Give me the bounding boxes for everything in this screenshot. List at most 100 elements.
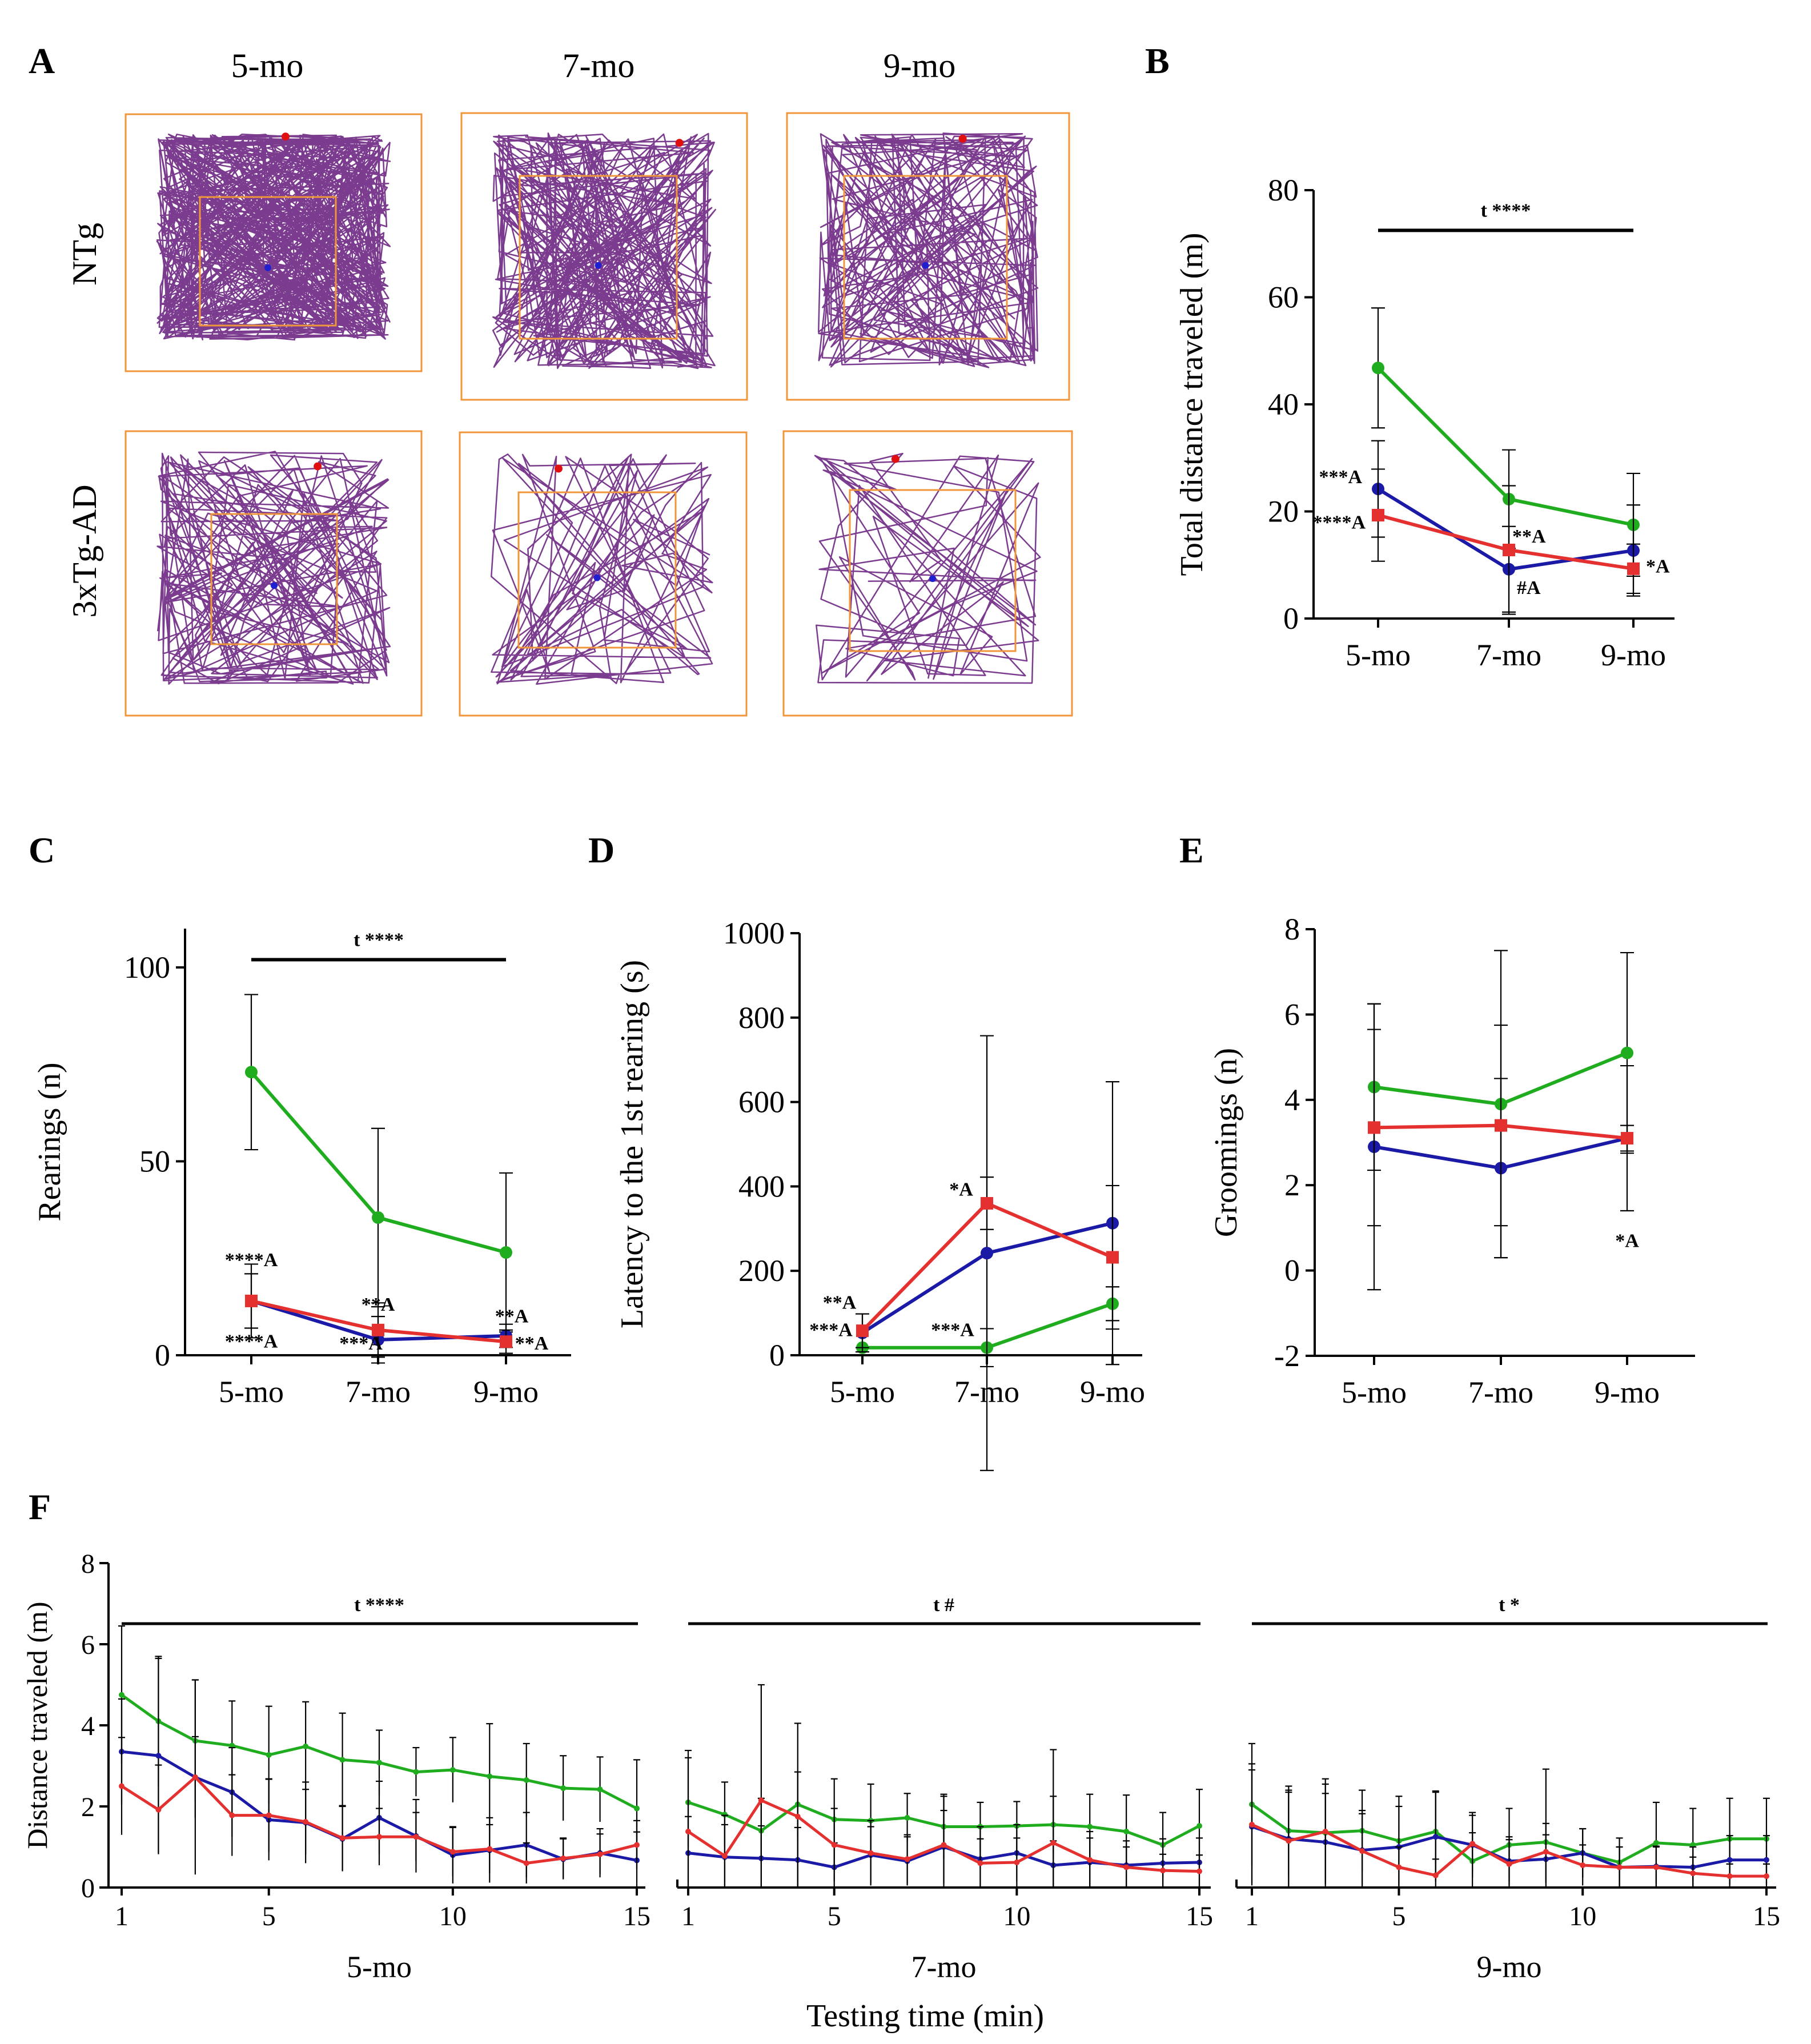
significance-label: ****A [225,1331,278,1352]
data-point [1653,1864,1659,1870]
panel-label-a: A [29,41,55,81]
y-tick-label: 0 [155,1338,170,1372]
panel-e-groomings-chart: -2 0 2 4 6 8 5-mo 7-mo 9-mo Groomings (n) *A [1208,912,1695,1409]
data-point [376,1834,382,1840]
data-point [1123,1829,1130,1835]
y-tick-label: 2 [81,1792,95,1822]
x-tick-label: 10 [439,1901,467,1931]
panel-label-b: B [1145,41,1170,81]
data-marker [372,1323,384,1336]
series-red [685,1684,1203,1888]
data-marker [1627,562,1640,575]
data-point [597,1851,603,1857]
significance-label: **A [823,1292,857,1314]
data-point [1050,1840,1057,1846]
data-point [155,1806,162,1813]
data-point [1396,1864,1402,1870]
center-zone [210,513,338,645]
significance-label: ****A [225,1250,278,1271]
center-zone [199,196,337,327]
data-marker [1495,1119,1507,1132]
data-marker [245,1294,258,1307]
x-tick-label: 5 [1392,1901,1406,1931]
x-tick-label: 5-mo [219,1375,284,1409]
panel-a-open-field-tracks: 5-mo 7-mo 9-mo NTg 3xTg-AD [66,47,1073,717]
y-tick-label: 0 [81,1873,95,1904]
data-point [685,1829,691,1835]
panel-label-f: F [29,1487,51,1527]
subplot-title: 7-mo [911,1950,977,1984]
trend-bracket-label: t **** [354,929,404,950]
y-tick-label: 4 [1284,1083,1300,1117]
start-point [891,455,900,463]
data-point [904,1856,910,1862]
series-red [856,1176,1119,1348]
data-point [339,1835,346,1841]
data-point [904,1814,910,1821]
y-tick-label: 2 [1284,1168,1300,1202]
data-point [1359,1848,1366,1854]
data-marker [500,1335,512,1348]
y-tick-label: 600 [738,1085,785,1119]
panel-a-age-5mo: 5-mo [231,47,304,85]
y-axis-title: Groomings (n) [1208,1048,1244,1237]
start-point [314,462,322,471]
significance-label: #A [1517,577,1541,599]
data-point [229,1812,235,1818]
significance-label: **A [362,1294,395,1315]
end-point [929,575,936,583]
y-tick-label: 8 [81,1549,95,1579]
x-tick-label: 7-mo [346,1375,411,1409]
end-point [264,264,271,271]
significance-label: ***A [339,1333,383,1354]
y-tick-label: 0 [1283,601,1299,636]
center-zone [517,491,677,649]
trend-bracket-label: t * [1499,1595,1520,1616]
data-point [1087,1824,1093,1830]
trend-bracket-label: t **** [1481,200,1531,221]
subplot-title: 9-mo [1477,1950,1542,1984]
series-red [1248,1763,1770,1888]
panel-a-group-3xtg: 3xTg-AD [66,484,103,617]
movement-track [156,133,391,341]
y-axis-title: Distance traveled (m) [21,1601,53,1849]
data-point [1160,1868,1166,1874]
y-tick-label: 80 [1268,173,1299,207]
significance-label: **A [515,1333,549,1354]
x-tick-label: 1 [115,1901,129,1931]
subplot-9-mo: 1 5 10 15t *9-mo [1235,1595,1780,1984]
data-point [449,1767,456,1773]
start-point [958,134,967,143]
center-zone [849,489,1017,652]
data-point [1432,1872,1439,1878]
panel-label-d: D [588,830,615,870]
data-point [831,1842,837,1848]
x-tick-label: 5-mo [1346,638,1411,672]
data-point [868,1850,874,1856]
y-tick-label: 0 [1284,1254,1300,1288]
data-point [1616,1864,1623,1870]
data-marker [1621,1046,1633,1059]
x-tick-label: 9-mo [1601,638,1666,672]
data-point [758,1797,764,1804]
data-marker [500,1246,512,1259]
data-point [266,1752,272,1758]
center-zone [519,175,678,340]
significance-label: ***A [1319,467,1362,488]
movement-track [814,452,1041,684]
arena-ntg-9-mo [786,112,1070,401]
y-tick-label: 50 [139,1144,170,1178]
arena-ntg-5-mo [125,113,423,372]
arena-3xtg-ad-7-mo [459,431,748,717]
y-axis-title: Rearings (n) [32,1062,67,1221]
significance-label: ***A [931,1320,974,1341]
data-point [1580,1862,1586,1868]
x-tick-label: 7-mo [1476,638,1541,672]
data-marker [1372,509,1384,522]
end-point [595,262,602,269]
data-marker [1368,1121,1380,1134]
x-tick-label: 15 [1753,1901,1780,1931]
data-point [1764,1857,1769,1863]
center-zone [843,175,1008,340]
data-point [1690,1870,1696,1877]
